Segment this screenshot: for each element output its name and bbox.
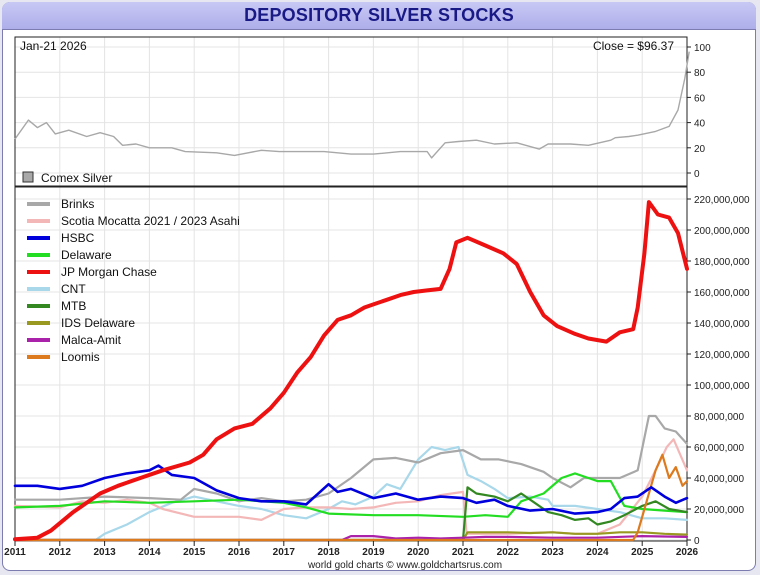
x-tick-label: 2024 — [586, 547, 609, 558]
legend: Brinks Scotia Mocatta 2021 / 2023 Asahi HS… — [27, 197, 240, 364]
x-tick-label: 2015 — [183, 547, 206, 558]
bottom-y-tick-label: 140,000,000 — [694, 319, 750, 330]
title-bar: DEPOSITORY SILVER STOCKS — [2, 2, 756, 30]
series-line-delaware — [13, 472, 689, 518]
series-line-ids-delaware — [13, 531, 689, 542]
x-tick-label: 2021 — [452, 547, 475, 558]
bottom-y-tick-label: 0 — [694, 536, 700, 547]
legend-label: IDS Delaware — [61, 316, 135, 330]
x-tick-label: 2025 — [631, 547, 654, 558]
series-line-hsbc — [13, 464, 689, 515]
top-y-tick-label: 80 — [694, 68, 706, 79]
bottom-y-tick-label: 180,000,000 — [694, 257, 750, 268]
x-tick-label: 2023 — [541, 547, 564, 558]
bottom-y-tick-label: 200,000,000 — [694, 226, 750, 237]
legend-label: HSBC — [61, 231, 95, 245]
top-y-tick-label: 20 — [694, 144, 706, 155]
top-y-tick-label: 100 — [694, 43, 711, 54]
series-line-comex-silver — [14, 51, 690, 159]
top-panel-border — [14, 36, 688, 188]
x-tick-label: 2020 — [407, 547, 430, 558]
x-tick-label: 2012 — [49, 547, 72, 558]
comex-legend-swatch — [22, 171, 34, 183]
series-line-loomis — [13, 453, 689, 542]
legend-label: Scotia Mocatta 2021 / 2023 Asahi — [61, 214, 240, 228]
legend-label: Brinks — [61, 197, 94, 211]
x-tick-label: 2011 — [4, 547, 26, 558]
chart-title: DEPOSITORY SILVER STOCKS — [244, 5, 514, 25]
series-line-malca-amit — [13, 535, 689, 542]
date-label: Jan-21 2026 — [20, 39, 87, 53]
bottom-y-tick-label: 40,000,000 — [694, 474, 744, 485]
x-tick-label: 2019 — [362, 547, 385, 558]
series-line-jp-morgan-chase — [13, 200, 689, 542]
legend-label: Malca-Amit — [61, 333, 122, 347]
series-line-mtb — [13, 486, 689, 542]
close-label: Close = $96.37 — [593, 39, 674, 53]
top-y-tick-label: 0 — [694, 169, 700, 180]
bottom-y-tick-label: 160,000,000 — [694, 288, 750, 299]
series-line-brinks — [13, 414, 689, 503]
top-y-tick-label: 60 — [694, 93, 706, 104]
legend-label: Loomis — [61, 350, 100, 364]
x-tick-label: 2018 — [317, 547, 340, 558]
x-tick-label: 2014 — [138, 547, 161, 558]
bottom-panel-series — [13, 200, 689, 542]
comex-legend-label: Comex Silver — [41, 171, 112, 185]
axes: 2011 2012 2013 2014 2015 2016 2017 2018 2019 2020… — [4, 43, 750, 558]
bottom-y-tick-label: 80,000,000 — [694, 412, 744, 423]
legend-label: JP Morgan Chase — [61, 265, 157, 279]
series-line-cnt — [13, 445, 689, 542]
bottom-y-tick-label: 220,000,000 — [694, 195, 750, 206]
bottom-y-tick-label: 20,000,000 — [694, 505, 744, 516]
footer-credit: world gold charts © www.goldchartsrus.co… — [307, 560, 502, 571]
bottom-y-tick-label: 100,000,000 — [694, 381, 750, 392]
legend-label: CNT — [61, 282, 86, 296]
x-tick-label: 2016 — [228, 547, 251, 558]
top-panel-series — [14, 51, 690, 159]
bottom-y-tick-label: 60,000,000 — [694, 443, 744, 454]
x-tick-label: 2017 — [273, 547, 296, 558]
bottom-y-tick-label: 120,000,000 — [694, 350, 750, 361]
x-tick-label: 2013 — [93, 547, 116, 558]
top-panel-grid — [14, 37, 688, 187]
x-tick-label: 2022 — [497, 547, 520, 558]
top-y-tick-label: 40 — [694, 119, 706, 130]
legend-label: MTB — [61, 299, 86, 313]
legend-label: Delaware — [61, 248, 112, 262]
x-tick-label: 2026 — [676, 547, 699, 558]
